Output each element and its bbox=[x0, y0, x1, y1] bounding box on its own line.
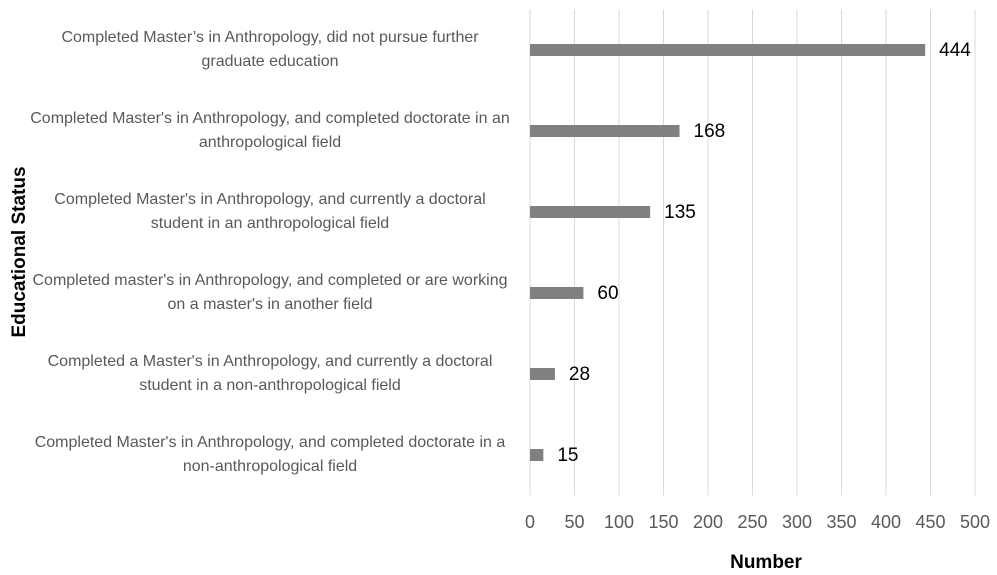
data-label: 135 bbox=[664, 202, 696, 223]
x-tick-label: 0 bbox=[525, 512, 535, 532]
data-label: 168 bbox=[694, 121, 726, 142]
x-tick-label: 350 bbox=[826, 512, 856, 532]
bar bbox=[530, 368, 555, 380]
data-label: 28 bbox=[569, 364, 590, 385]
y-tick-label: Completed a Master's in Anthropology, an… bbox=[47, 353, 493, 394]
y-tick-label: Completed Master's in Anthropology, and … bbox=[30, 110, 510, 151]
data-label: 444 bbox=[939, 40, 971, 61]
bar bbox=[530, 449, 544, 461]
x-tick-label: 450 bbox=[915, 512, 945, 532]
x-axis-title: Number bbox=[730, 552, 802, 573]
x-tick-label: 50 bbox=[564, 512, 584, 532]
x-tick-label: 500 bbox=[960, 512, 990, 532]
x-tick-label: 150 bbox=[648, 512, 678, 532]
bar bbox=[530, 125, 680, 137]
bar bbox=[530, 287, 584, 299]
x-tick-label: 250 bbox=[737, 512, 767, 532]
data-label: 15 bbox=[557, 445, 578, 466]
y-tick-label: Completed Master's in Anthropology, and … bbox=[54, 191, 486, 232]
y-axis-title: Educational Status bbox=[9, 166, 30, 337]
x-tick-label: 300 bbox=[782, 512, 812, 532]
bar bbox=[530, 206, 651, 218]
y-tick-label: Completed Master's in Anthropology, and … bbox=[34, 434, 506, 475]
x-tick-label: 400 bbox=[871, 512, 901, 532]
bar bbox=[530, 44, 926, 56]
x-tick-label: 100 bbox=[604, 512, 634, 532]
data-label: 60 bbox=[597, 283, 618, 304]
y-tick-label: Completed Master’s in Anthropology, did … bbox=[61, 29, 479, 70]
y-tick-label: Completed master's in Anthropology, and … bbox=[32, 272, 508, 313]
x-tick-label: 200 bbox=[693, 512, 723, 532]
